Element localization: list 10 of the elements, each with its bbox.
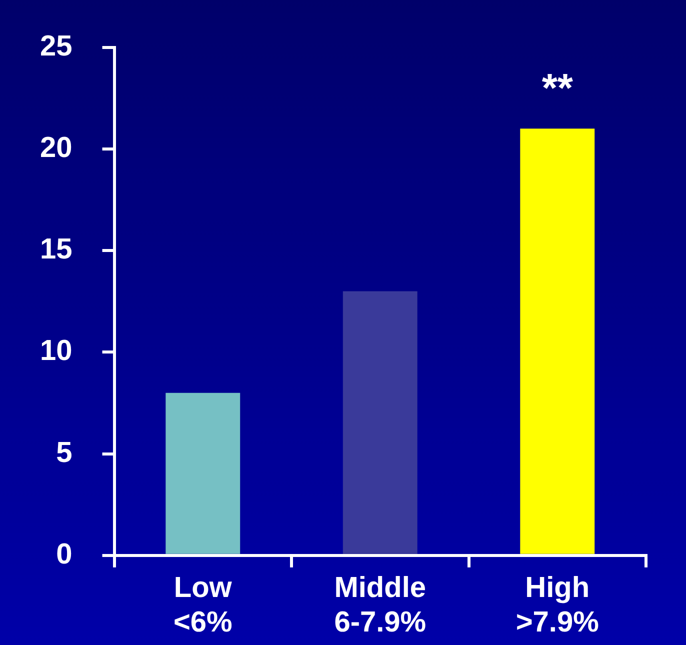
y-tick-label: 10: [40, 335, 72, 368]
y-tick-label: 0: [56, 538, 72, 570]
y-tick-label: 5: [56, 436, 72, 469]
y-tick-label: 20: [40, 132, 72, 164]
y-tick-label: 25: [40, 30, 72, 62]
x-tick-label: Middle 6-7.9%: [334, 572, 426, 639]
y-tick-label: 15: [40, 234, 72, 266]
annotation: **: [542, 66, 574, 111]
x-tick-label: High >7.9%: [516, 572, 600, 639]
x-tick-label: Low <6%: [173, 572, 233, 639]
